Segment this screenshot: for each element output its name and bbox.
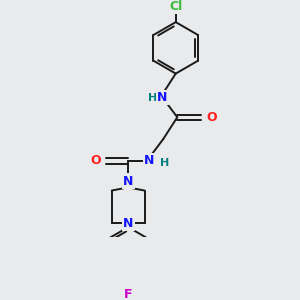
Text: F: F	[124, 288, 132, 300]
Text: O: O	[90, 154, 101, 167]
Text: N: N	[123, 217, 134, 230]
Text: H: H	[148, 93, 157, 103]
Text: N: N	[144, 154, 154, 167]
Text: N: N	[157, 91, 168, 104]
Text: Cl: Cl	[169, 0, 182, 13]
Text: H: H	[160, 158, 170, 168]
Text: N: N	[123, 175, 134, 188]
Text: O: O	[206, 111, 217, 124]
